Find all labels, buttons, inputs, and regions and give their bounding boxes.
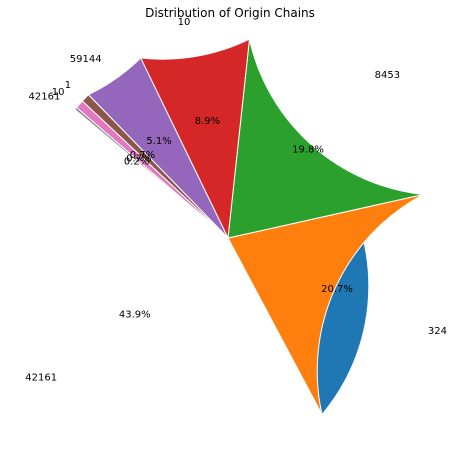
slice-label: 59144 (70, 54, 102, 65)
slice-percent-label: 43.9% (119, 310, 151, 321)
pie-slice (139, 38, 251, 240)
slice-percent-label: 5.1% (146, 136, 171, 147)
slice-label: 8453 (375, 70, 400, 81)
slice-percent-label: 0.2% (124, 156, 149, 167)
slice-percent-label: 20.7% (321, 284, 353, 295)
slice-label: 1 (65, 80, 71, 91)
chart-title: Distribution of Origin Chains (145, 6, 315, 20)
pie-slice (227, 194, 424, 415)
slice-label: 42161 (29, 92, 61, 103)
slice-label: 10 (52, 87, 65, 98)
pie-slice (227, 39, 424, 239)
slice-label: 42161 (25, 373, 57, 384)
slice-percent-label: 8.9% (195, 116, 220, 127)
slice-percent-label: 0.7% (130, 150, 155, 161)
slice-label: 10 (178, 17, 191, 28)
pie-slice (74, 106, 229, 239)
slice-percent-label: 0.7% (126, 154, 151, 165)
slice-percent-label: 19.8% (292, 145, 324, 156)
slice-label: 324 (428, 326, 447, 337)
